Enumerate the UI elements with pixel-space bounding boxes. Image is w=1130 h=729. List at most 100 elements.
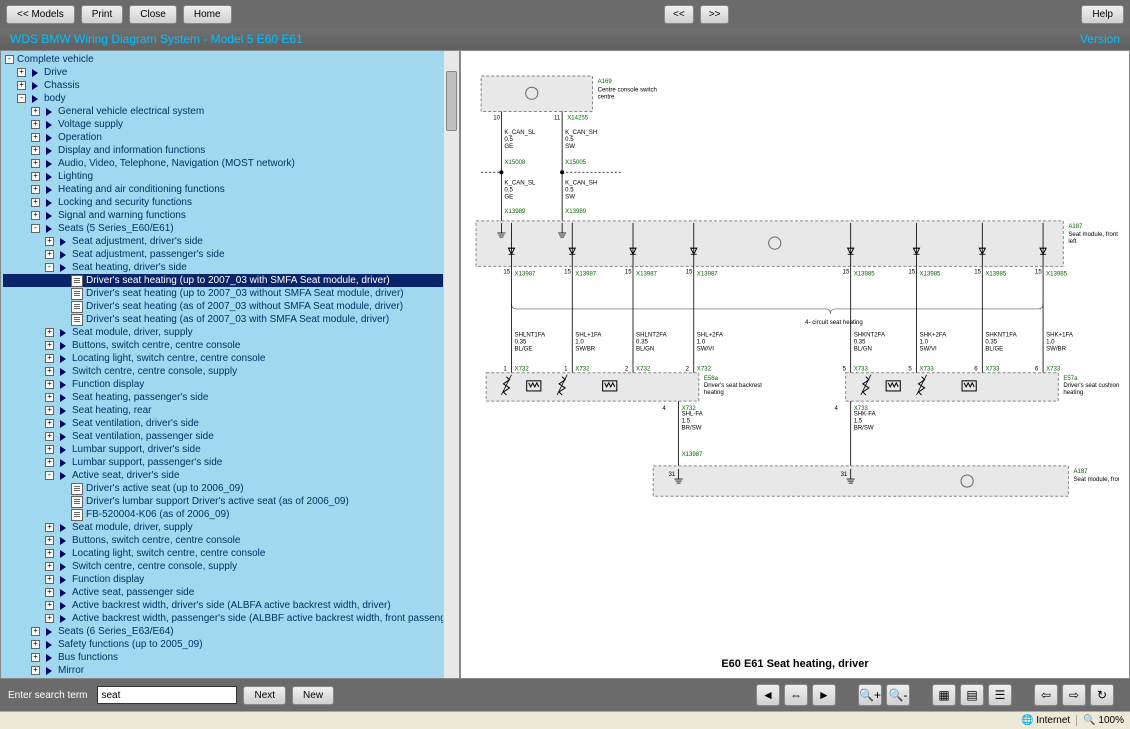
refresh-icon[interactable]: ↻ <box>1090 684 1114 706</box>
tree-item[interactable]: +Seat adjustment, passenger's side <box>3 248 457 261</box>
tree-item[interactable]: -body <box>3 92 457 105</box>
forward-icon[interactable]: ⇨ <box>1062 684 1086 706</box>
svg-text:10: 10 <box>493 116 500 122</box>
tree-item[interactable]: FB-520004-K06 (as of 2006_09) <box>3 508 457 521</box>
tree-item[interactable]: +Seat heating, rear <box>3 404 457 417</box>
tree-item[interactable]: +Safety functions (up to 2005_09) <box>3 638 457 651</box>
tree-item[interactable]: Driver's seat heating (as of 2007_03 wit… <box>3 313 457 326</box>
tree-item[interactable]: +Wipe and wash functions <box>3 677 457 679</box>
svg-text:X732: X732 <box>515 367 530 373</box>
print-button[interactable]: Print <box>81 5 124 24</box>
tree-item[interactable]: +Function display <box>3 378 457 391</box>
svg-text:0.5: 0.5 <box>504 187 513 193</box>
svg-text:X733: X733 <box>920 367 935 373</box>
tree-item[interactable]: +Locking and security functions <box>3 196 457 209</box>
zoom-out-icon[interactable]: 🔍- <box>886 684 910 706</box>
svg-text:X733: X733 <box>854 406 869 412</box>
tree-item[interactable]: Driver's lumbar support Driver's active … <box>3 495 457 508</box>
tree-item[interactable]: Driver's seat heating (up to 2007_03 wit… <box>3 287 457 300</box>
arrow-icon <box>57 614 69 624</box>
version-link[interactable]: Version <box>1080 32 1120 46</box>
tree-item[interactable]: +Chassis <box>3 79 457 92</box>
tree-item[interactable]: +Seat module, driver, supply <box>3 521 457 534</box>
search-next-button[interactable]: Next <box>243 686 286 705</box>
svg-text:X732: X732 <box>682 406 697 412</box>
help-button[interactable]: Help <box>1081 5 1124 24</box>
tree-item[interactable]: +Seat heating, passenger's side <box>3 391 457 404</box>
tree-item[interactable]: +Audio, Video, Telephone, Navigation (MO… <box>3 157 457 170</box>
svg-text:BL/GN: BL/GN <box>854 346 872 352</box>
tree-root[interactable]: -Complete vehicle <box>3 53 457 66</box>
tree-panel[interactable]: -Complete vehicle+Drive+Chassis-body+Gen… <box>0 50 460 679</box>
bottom-toolbar: Enter search term Next New ◄ ⇔ ► 🔍+ 🔍- ▦… <box>0 679 1130 711</box>
tree-item[interactable]: +Locating light, switch centre, centre c… <box>3 352 457 365</box>
tree-item[interactable]: Driver's seat heating (up to 2007_03 wit… <box>3 274 457 287</box>
tree-item[interactable]: +Active backrest width, passenger's side… <box>3 612 457 625</box>
search-new-button[interactable]: New <box>292 686 334 705</box>
tree-item[interactable]: +Active backrest width, driver's side (A… <box>3 599 457 612</box>
arrow-icon <box>57 393 69 403</box>
tree-item[interactable]: +Seats (6 Series_E63/E64) <box>3 625 457 638</box>
next-button[interactable]: >> <box>700 5 730 24</box>
svg-text:SW/VI: SW/VI <box>697 346 714 352</box>
tree-item[interactable]: +Lumbar support, passenger's side <box>3 456 457 469</box>
svg-text:SHK+1FA: SHK+1FA <box>1046 332 1074 338</box>
tree-scrollbar[interactable] <box>443 51 459 678</box>
tree-item[interactable]: +Bus functions <box>3 651 457 664</box>
tree-item[interactable]: +Active seat, passenger side <box>3 586 457 599</box>
svg-text:15: 15 <box>686 270 693 276</box>
svg-text:1: 1 <box>564 367 568 373</box>
tree-item[interactable]: +Display and information functions <box>3 144 457 157</box>
tree-item[interactable]: +Buttons, switch centre, centre console <box>3 339 457 352</box>
tree-item[interactable]: +Drive <box>3 66 457 79</box>
tree-item[interactable]: +Voltage supply <box>3 118 457 131</box>
svg-text:Driver's seat backrest: Driver's seat backrest <box>704 383 762 389</box>
tree-item[interactable]: +Buttons, switch centre, centre console <box>3 534 457 547</box>
tree-item[interactable]: +General vehicle electrical system <box>3 105 457 118</box>
tree-item[interactable]: +Seat ventilation, passenger side <box>3 430 457 443</box>
search-input[interactable] <box>97 686 237 704</box>
arrow-right-icon[interactable]: ► <box>812 684 836 706</box>
layers-icon[interactable]: ▤ <box>960 684 984 706</box>
prev-button[interactable]: << <box>664 5 694 24</box>
tree-item[interactable]: Driver's active seat (up to 2006_09) <box>3 482 457 495</box>
fit-width-icon[interactable]: ⇔ <box>784 684 808 706</box>
svg-text:X13985: X13985 <box>854 272 876 278</box>
tree-item[interactable]: +Mirror <box>3 664 457 677</box>
tree-item[interactable]: -Seats (5 Series_E60/E61) <box>3 222 457 235</box>
tree-item[interactable]: -Seat heating, driver's side <box>3 261 457 274</box>
tree-item[interactable]: +Switch centre, centre console, supply <box>3 560 457 573</box>
tree-item[interactable]: +Function display <box>3 573 457 586</box>
grid-icon[interactable]: ▦ <box>932 684 956 706</box>
back-icon[interactable]: ⇦ <box>1034 684 1058 706</box>
close-button[interactable]: Close <box>129 5 177 24</box>
tree-item[interactable]: +Switch centre, centre console, supply <box>3 365 457 378</box>
zoom-in-icon[interactable]: 🔍+ <box>858 684 882 706</box>
tree-item[interactable]: +Lighting <box>3 170 457 183</box>
tree-item[interactable]: +Seat module, driver, supply <box>3 326 457 339</box>
tree-item[interactable]: +Signal and warning functions <box>3 209 457 222</box>
tree-item[interactable]: +Seat ventilation, driver's side <box>3 417 457 430</box>
arrow-icon <box>57 263 69 273</box>
models-button[interactable]: << Models <box>6 5 75 24</box>
arrow-icon <box>57 601 69 611</box>
tree-item[interactable]: Driver's seat heating (as of 2007_03 wit… <box>3 300 457 313</box>
svg-text:X13987: X13987 <box>636 272 658 278</box>
arrow-icon <box>57 237 69 247</box>
home-button[interactable]: Home <box>183 5 232 24</box>
tree-item[interactable]: +Lumbar support, driver's side <box>3 443 457 456</box>
list-icon[interactable]: ☰ <box>988 684 1012 706</box>
arrow-left-icon[interactable]: ◄ <box>756 684 780 706</box>
tree-item[interactable]: +Seat adjustment, driver's side <box>3 235 457 248</box>
svg-text:A169: A169 <box>598 79 613 85</box>
svg-text:X733: X733 <box>985 367 1000 373</box>
status-zoom: 🔍 100% <box>1076 715 1124 726</box>
diagram-panel[interactable]: A169 Centre console switch centre 1011 X… <box>460 50 1130 679</box>
arrow-icon <box>57 549 69 559</box>
tree-item[interactable]: +Operation <box>3 131 457 144</box>
svg-text:BL/GE: BL/GE <box>515 346 533 352</box>
tree-item[interactable]: -Active seat, driver's side <box>3 469 457 482</box>
tree-item[interactable]: +Heating and air conditioning functions <box>3 183 457 196</box>
tree-item[interactable]: +Locating light, switch centre, centre c… <box>3 547 457 560</box>
svg-text:1.0: 1.0 <box>575 339 584 345</box>
